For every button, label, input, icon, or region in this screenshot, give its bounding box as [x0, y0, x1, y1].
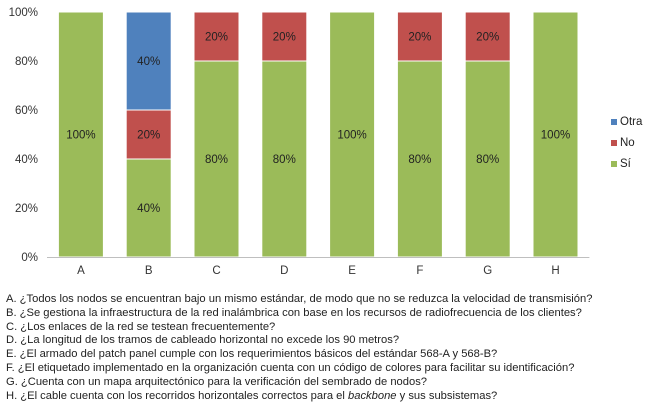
x-tick-label: G	[483, 265, 492, 277]
bar-segment	[125, 11, 172, 111]
x-tick-label: C	[212, 265, 220, 277]
legend: Otra No Sí	[611, 111, 651, 174]
question-list: A. ¿Todos los nodos se encuentran bajo u…	[6, 293, 651, 403]
legend-swatch	[611, 160, 617, 167]
legend-swatch	[611, 118, 617, 125]
data-label: 20%	[273, 32, 296, 44]
data-label: 100%	[337, 130, 366, 142]
x-tick-label: E	[348, 265, 356, 277]
data-label: 40%	[137, 203, 160, 215]
question-d: D. ¿La longitud de los tramos de cablead…	[6, 334, 400, 347]
y-tick-label: 60%	[15, 105, 38, 117]
stacked-bar-chart: 0% 20% 40% 60% 80% 100% A B C D E F G H 100% 40% 20% 40…	[9, 7, 590, 277]
bar-segment	[193, 11, 240, 62]
data-label: 80%	[205, 154, 228, 166]
data-label: 100%	[541, 130, 570, 142]
y-tick-label: 80%	[15, 56, 38, 68]
bar-segment	[464, 60, 511, 258]
legend-label: Sí	[620, 157, 631, 170]
x-tick-label: H	[551, 265, 559, 277]
question-f: F. ¿El etiquetado implementado en la org…	[6, 361, 575, 374]
bar-segment	[193, 60, 240, 258]
x-tick-label: D	[280, 265, 288, 277]
data-label: 80%	[273, 154, 296, 166]
question-h: H. ¿El cable cuenta con los recorridos h…	[6, 390, 651, 404]
legend-item: No	[611, 132, 651, 153]
data-label: 80%	[408, 154, 431, 166]
legend-item: Otra	[611, 111, 651, 132]
legend-item: Sí	[611, 153, 651, 174]
question-b: B. ¿Se gestiona la infraestructura de la…	[6, 306, 582, 319]
bar-segment	[261, 11, 308, 62]
data-label: 20%	[205, 32, 228, 44]
data-label: 80%	[476, 154, 499, 166]
data-label: 100%	[66, 130, 95, 142]
legend-label: No	[620, 136, 635, 149]
data-labels: 100% 40% 20% 40% 80% 20% 80% 20% 100% 80% 20% 80% 20…	[66, 32, 570, 216]
data-label: 20%	[476, 32, 499, 44]
y-tick-label: 40%	[15, 154, 38, 166]
y-axis: 0% 20% 40% 60% 80% 100%	[9, 7, 38, 264]
question-e: E. ¿El armado del patch panel cumple con…	[6, 348, 498, 361]
legend-swatch	[611, 139, 617, 146]
bar-segment	[396, 60, 443, 258]
data-label: 20%	[137, 130, 160, 142]
question-h-emphasis: backbone	[348, 389, 397, 402]
y-tick-label: 100%	[9, 7, 38, 19]
question-h-suffix: y sus subsistemas?	[396, 389, 498, 402]
y-tick-label: 0%	[21, 252, 38, 264]
bars-group	[57, 11, 579, 258]
bar-segment	[125, 158, 172, 258]
question-a: A. ¿Todos los nodos se encuentran bajo u…	[6, 293, 593, 305]
question-c: C. ¿Los enlaces de la red se testean fre…	[6, 320, 276, 333]
data-label: 20%	[408, 32, 431, 44]
x-tick-label: B	[145, 265, 153, 277]
question-g: G. ¿Cuenta con un mapa arquitectónico pa…	[6, 375, 428, 388]
legend-label: Otra	[620, 115, 643, 128]
x-axis: A B C D E F G H	[77, 265, 560, 277]
bar-segment	[532, 11, 579, 258]
data-label: 40%	[137, 56, 160, 68]
y-tick-label: 20%	[15, 203, 38, 215]
x-tick-label: F	[416, 265, 423, 277]
bar-segment	[396, 11, 443, 62]
bar-segment	[464, 11, 511, 62]
bar-segment	[57, 11, 104, 258]
x-tick-label: A	[77, 265, 85, 277]
question-h-prefix: H. ¿El cable cuenta con los recorridos h…	[6, 389, 348, 402]
